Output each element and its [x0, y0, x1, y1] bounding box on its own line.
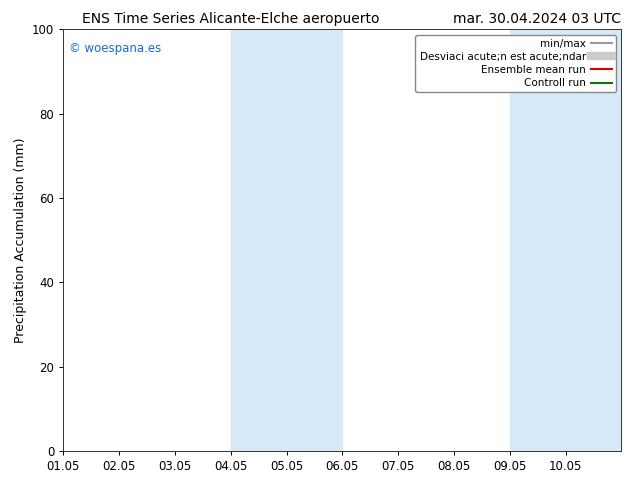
Text: © woespana.es: © woespana.es: [69, 42, 161, 55]
Bar: [231, 29, 342, 451]
Text: ENS Time Series Alicante-Elche aeropuerto: ENS Time Series Alicante-Elche aeropuert…: [82, 12, 380, 26]
Legend: min/max, Desviaci acute;n est acute;ndar, Ensemble mean run, Controll run: min/max, Desviaci acute;n est acute;ndar…: [415, 35, 616, 92]
Y-axis label: Precipitation Accumulation (mm): Precipitation Accumulation (mm): [13, 137, 27, 343]
Text: mar. 30.04.2024 03 UTC: mar. 30.04.2024 03 UTC: [453, 12, 621, 26]
Bar: [510, 29, 621, 451]
